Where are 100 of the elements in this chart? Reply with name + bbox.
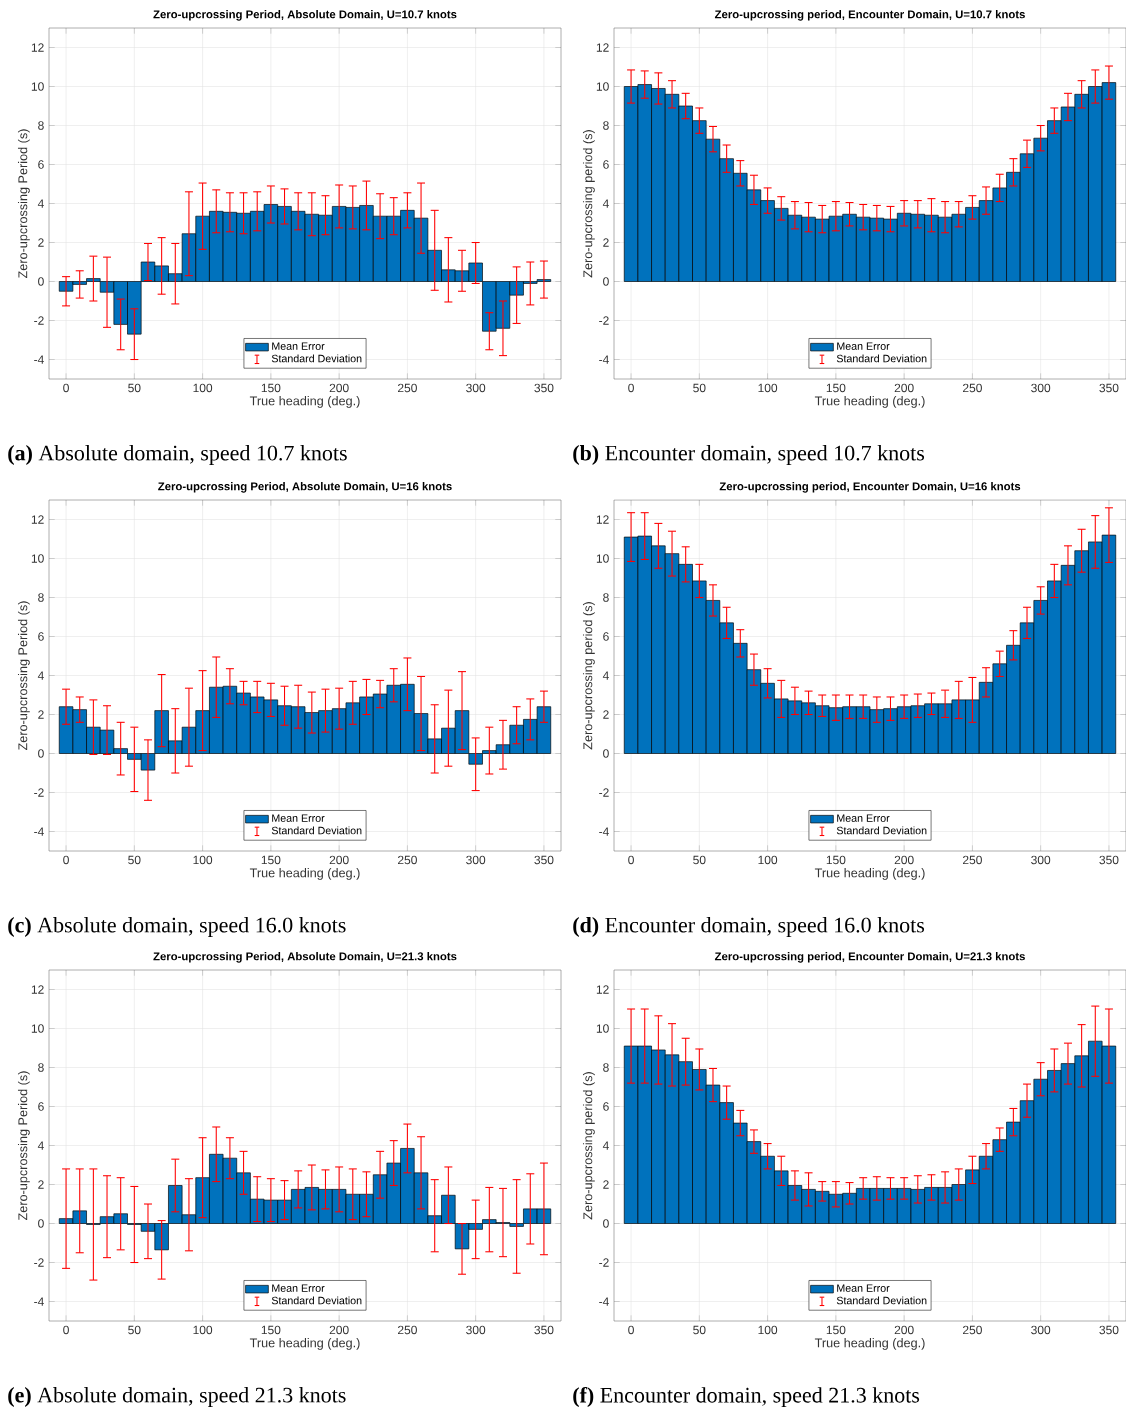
y-tick-label: 8	[38, 593, 44, 602]
x-axis-title: True heading (deg.)	[249, 1338, 360, 1350]
y-tick-label: 10	[596, 82, 609, 91]
x-tick-label: 100	[193, 1325, 213, 1335]
y-tick-label: -2	[599, 316, 609, 325]
text: (f) Encounter domain, speed 21.3 knots	[573, 1386, 920, 1408]
y-axis-title: Zero-upcrossing period (s)	[582, 602, 595, 750]
legend-label: Mean Error	[272, 1284, 325, 1292]
x-tick-label: 250	[398, 383, 417, 393]
legend-label: Mean Error	[837, 814, 890, 822]
x-axis-title: True heading (deg.)	[814, 396, 925, 408]
x-tick-label: 250	[963, 855, 982, 865]
y-tick-label: 10	[31, 1024, 44, 1033]
y-tick-label: 8	[38, 121, 44, 130]
x-tick-label: 150	[826, 855, 846, 865]
x-tick-label: 300	[1031, 383, 1051, 393]
y-tick-label: 4	[602, 1141, 609, 1150]
y-tick-label: 4	[602, 199, 609, 208]
legend-label: Mean Error	[272, 814, 325, 822]
y-tick-label: -4	[34, 827, 44, 836]
chart-title: Zero-upcrossing Period, Absolute Domain, U=21.3 knots	[153, 952, 457, 963]
y-tick-label: 12	[31, 985, 44, 994]
x-tick-label: 150	[261, 383, 281, 393]
y-tick-label: 4	[37, 1141, 44, 1150]
y-tick-label: 0	[603, 749, 609, 758]
y-tick-label: 10	[31, 554, 44, 563]
x-tick-label: 250	[963, 383, 982, 393]
x-tick-label: 350	[534, 855, 554, 865]
x-tick-label: 200	[329, 855, 349, 865]
x-tick-label: 50	[693, 383, 706, 393]
y-tick-label: 10	[31, 82, 44, 91]
annotation: Standard Deviation	[271, 826, 362, 835]
y-tick-label: -2	[34, 1258, 44, 1267]
y-tick-label: 12	[596, 43, 609, 52]
text: (c) Absolute domain, speed 16.0 knots	[8, 917, 346, 937]
y-tick-label: 4	[602, 671, 609, 680]
annotation: Standard Deviation	[271, 354, 362, 363]
x-axis-title: True heading (deg.)	[249, 868, 360, 880]
x-axis-title: True heading (deg.)	[249, 396, 360, 408]
y-tick-label: 6	[603, 1102, 609, 1111]
y-tick-label: 4	[37, 199, 44, 208]
y-tick-label: -2	[599, 788, 609, 797]
y-tick-label: 8	[603, 593, 609, 602]
x-tick-label: 50	[128, 855, 141, 865]
chart-title: Zero-upcrossing period, Encounter Domain, U=21.3 knots	[714, 952, 1025, 963]
annotation: Standard Deviation	[836, 826, 927, 835]
y-tick-label: 2	[603, 1180, 609, 1189]
y-axis-title: Zero-upcrossing period (s)	[582, 1072, 595, 1220]
text: (a) Absolute domain, speed 10.7 knots	[8, 445, 347, 465]
x-tick-label: 0	[628, 855, 634, 865]
x-tick-label: 100	[758, 1325, 778, 1335]
y-tick-label: 12	[596, 985, 609, 994]
y-axis-title: Zero-upcrossing Period (s)	[17, 129, 30, 279]
y-axis-title: Zero-upcrossing Period (s)	[17, 601, 30, 751]
y-tick-label: 6	[38, 160, 44, 169]
x-tick-label: 250	[398, 1325, 417, 1335]
annotation: Standard Deviation	[836, 354, 927, 363]
y-tick-label: 10	[596, 1024, 609, 1033]
y-tick-label: 0	[38, 277, 44, 286]
x-tick-label: 0	[63, 855, 69, 865]
x-tick-label: 150	[261, 855, 281, 865]
y-tick-label: 6	[38, 632, 44, 641]
y-axis-title: Zero-upcrossing period (s)	[582, 130, 595, 278]
x-tick-label: 300	[466, 383, 486, 393]
y-tick-label: 2	[38, 1180, 44, 1189]
y-tick-label: 0	[38, 1219, 44, 1228]
x-tick-label: 100	[193, 383, 213, 393]
y-tick-label: -2	[34, 788, 44, 797]
x-tick-label: 100	[193, 855, 213, 865]
x-tick-label: 250	[963, 1325, 982, 1335]
x-tick-label: 350	[1099, 1325, 1119, 1335]
y-tick-label: 8	[603, 1063, 609, 1072]
text: (e) Absolute domain, speed 21.3 knots	[8, 1387, 346, 1407]
chart-title: Zero-upcrossing period, Encounter Domain, U=16 knots	[719, 482, 1021, 493]
y-axis-title: Zero-upcrossing Period (s)	[17, 1071, 30, 1221]
x-tick-label: 350	[534, 1325, 554, 1335]
x-tick-label: 150	[826, 383, 846, 393]
x-tick-label: 50	[128, 383, 141, 393]
y-tick-label: -4	[599, 827, 609, 836]
y-tick-label: 8	[38, 1063, 44, 1072]
y-tick-label: 2	[38, 238, 44, 247]
x-tick-label: 200	[894, 855, 914, 865]
y-tick-label: -4	[34, 355, 44, 364]
y-tick-label: 12	[596, 515, 609, 524]
x-tick-label: 50	[128, 1325, 141, 1335]
y-tick-label: 0	[38, 749, 44, 758]
y-tick-label: -2	[34, 316, 44, 325]
x-tick-label: 300	[466, 1325, 486, 1335]
y-tick-label: 8	[603, 121, 609, 130]
y-tick-label: 0	[603, 1219, 609, 1228]
y-tick-label: 2	[38, 710, 44, 719]
legend-label: Mean Error	[837, 342, 890, 350]
chart-title: Zero-upcrossing period, Encounter Domain, U=10.7 knots	[714, 10, 1025, 21]
x-tick-label: 250	[398, 855, 417, 865]
legend-label: Mean Error	[837, 1284, 890, 1292]
chart-title: Zero-upcrossing Period, Absolute Domain, U=10.7 knots	[153, 10, 457, 21]
x-tick-label: 0	[628, 383, 634, 393]
y-tick-label: 10	[596, 554, 609, 563]
y-tick-label: 2	[603, 238, 609, 247]
x-tick-label: 300	[466, 855, 486, 865]
